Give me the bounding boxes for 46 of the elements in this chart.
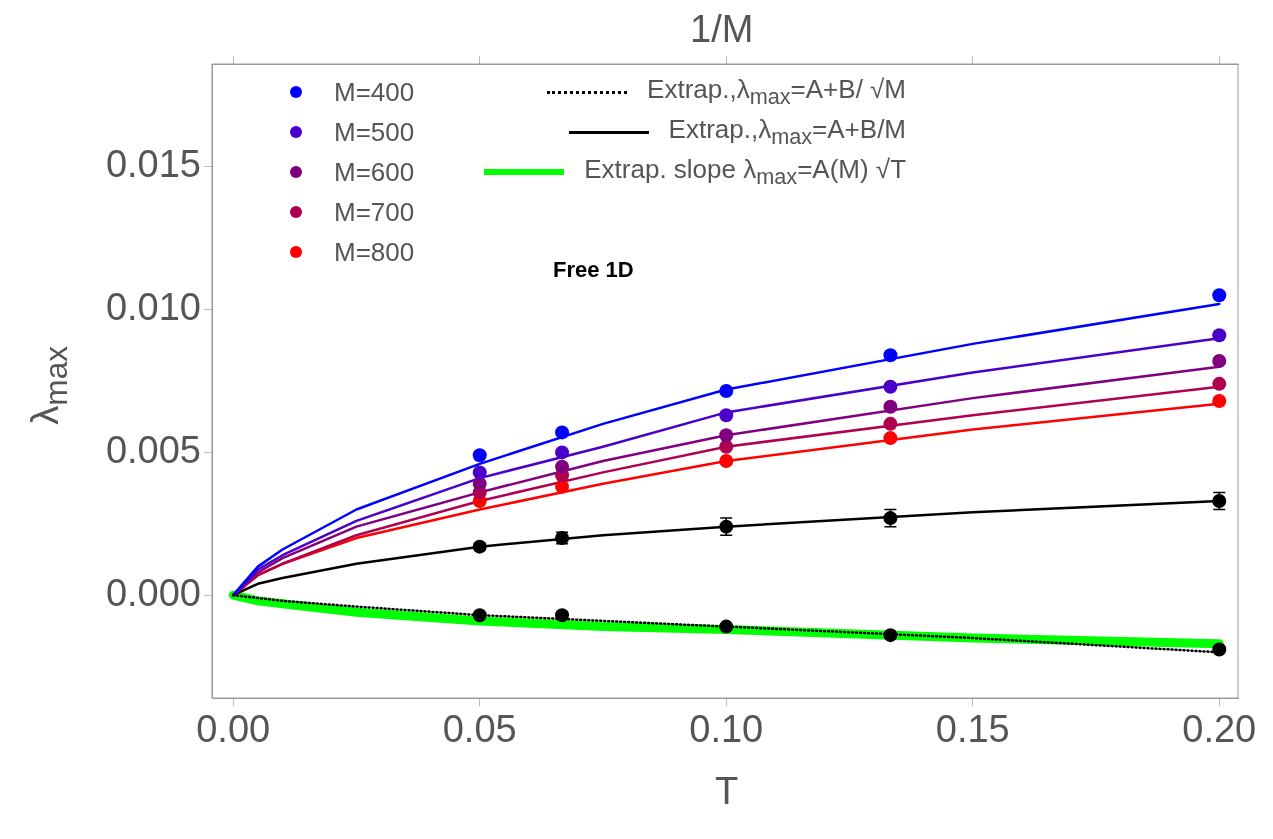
point [472,465,487,480]
point [555,459,570,474]
point [555,608,570,623]
point [719,384,734,398]
y-tick-label: 0.010 [105,286,201,329]
point [719,619,734,634]
x-tick-label: 0.00 [196,708,271,751]
legend-label: Extrap. slope λ$_{max}$=A(M) √T [584,153,907,191]
y-tick-label: 0.005 [105,428,201,471]
legend-label: M=800 [334,236,415,268]
point [883,431,898,446]
point [883,416,898,431]
annotation: Free 1D [553,257,634,283]
point [719,453,734,468]
point [555,445,570,460]
point [719,408,734,423]
x-tick-label: 0.05 [442,708,517,751]
point [555,479,570,494]
legend-label: Extrap.,λ$_{max}$=A+B/ √M [647,73,907,111]
y-tick-label: 0.000 [105,571,201,614]
point [1212,354,1227,369]
point [472,476,487,491]
legend-label: M=500 [334,116,415,148]
point [883,379,898,394]
x-tick-label: 0.20 [1182,708,1257,751]
point [883,628,898,643]
x-tick-label: 0.10 [689,708,764,751]
legend-label: Extrap.,λ$_{max}$=A+B/M [668,113,907,151]
legend-label: M=400 [334,76,415,108]
x-axis-title: T [715,770,739,813]
x-tick-label: 0.15 [935,708,1010,751]
x2-axis-title: 1/M [690,8,754,51]
point [1212,328,1227,343]
point [719,428,734,443]
point [472,608,487,623]
point [555,425,570,440]
point [883,348,898,363]
point [472,448,487,463]
point [1212,376,1227,391]
y-tick-label: 0.015 [105,143,201,186]
point [883,399,898,414]
point [1212,288,1227,303]
legend-label: M=700 [334,196,415,228]
legend-label: M=600 [334,156,415,188]
point [719,439,734,454]
point [1212,393,1227,408]
